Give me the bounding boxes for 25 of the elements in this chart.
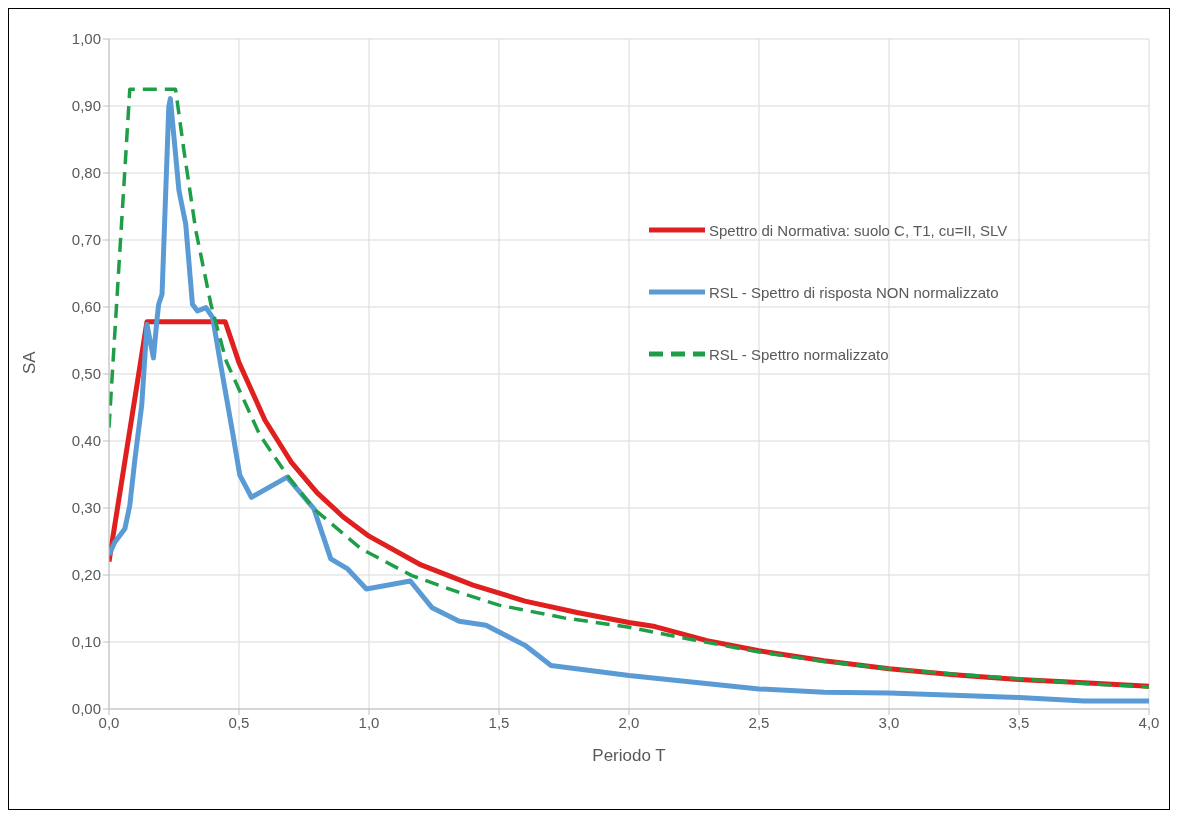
x-tick-label: 4,0 [1138,713,1160,731]
legend-label: RSL - Spettro di risposta NON normalizzato [709,283,999,301]
y-tick-label: 0,40 [71,432,101,450]
x-tick-label: 3,5 [1008,713,1030,731]
x-tick-label: 1,5 [488,713,510,731]
y-tick-label: 0,80 [71,164,101,182]
legend-label: RSL - Spettro normalizzato [709,345,889,363]
y-axis-title: SA [20,350,40,374]
y-tick-label: 0,60 [71,298,101,316]
x-tick-label: 0,5 [228,713,250,731]
x-tick-label: 3,0 [878,713,900,731]
y-tick-label: 0,10 [71,633,101,651]
y-tick-label: 0,50 [71,365,101,383]
x-tick-label: 2,0 [618,713,640,731]
y-tick-label: 0,90 [71,97,101,115]
x-axis-title: Periodo T [592,746,666,765]
y-tick-label: 1,00 [71,30,101,48]
y-tick-label: 0,30 [71,499,101,517]
x-tick-label: 1,0 [358,713,380,731]
x-tick-label: 0,0 [98,713,120,731]
x-tick-label: 2,5 [748,713,770,731]
y-tick-label: 0,70 [71,231,101,249]
y-tick-label: 0,00 [71,700,101,718]
y-tick-label: 0,20 [71,566,101,584]
legend-label: Spettro di Normativa: suolo C, T1, cu=II, SLV [709,221,1008,239]
